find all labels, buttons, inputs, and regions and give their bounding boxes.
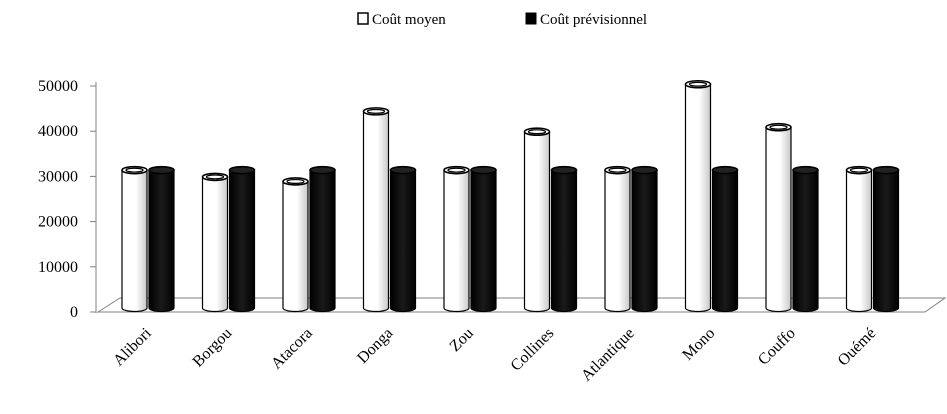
x-tick-label: Donga xyxy=(354,325,396,367)
y-tick-label: 30000 xyxy=(38,168,78,185)
x-tick-label: Ouémé xyxy=(835,325,880,370)
x-tick-label: Atlantique xyxy=(578,325,638,385)
bar-cout-moyen-0 xyxy=(121,165,148,313)
bar-cout-previsionnel-8 xyxy=(792,165,819,313)
legend-label-cout-moyen: Coût moyen xyxy=(372,12,446,28)
x-tick-label: Mono xyxy=(679,325,718,364)
bar-cout-previsionnel-6 xyxy=(631,165,658,313)
y-tick-label: 20000 xyxy=(38,214,78,231)
bar-cout-moyen-5 xyxy=(523,127,551,313)
bar-cout-moyen-6 xyxy=(604,165,631,313)
bar-cout-moyen-4 xyxy=(443,165,470,313)
bar-cout-moyen-3 xyxy=(362,107,390,313)
bar-cout-previsionnel-4 xyxy=(470,165,497,313)
bar-cout-previsionnel-7 xyxy=(711,165,739,313)
bar-cout-previsionnel-1 xyxy=(228,165,256,313)
x-axis-labels: Alibori Borgou Atacora Donga Zou Collines Atla… xyxy=(110,324,879,384)
x-tick-label: Borgou xyxy=(190,325,236,371)
bar-cout-previsionnel-0 xyxy=(148,165,175,313)
x-tick-label: Atacora xyxy=(268,325,316,373)
bar-cout-previsionnel-3 xyxy=(389,165,417,313)
chart-bars xyxy=(121,79,900,313)
x-tick-label: Zou xyxy=(447,325,477,355)
bar-cout-moyen-8 xyxy=(765,122,792,313)
bar-cout-previsionnel-5 xyxy=(550,165,578,313)
legend-swatch-cout-previsionnel xyxy=(525,12,537,25)
x-tick-label: Couffo xyxy=(755,325,799,369)
y-axis-ticks: 0 10000 20000 30000 40000 50000 xyxy=(38,78,96,321)
bar-cout-previsionnel-9 xyxy=(872,165,900,313)
bar-cout-previsionnel-2 xyxy=(309,165,336,313)
y-tick-label: 40000 xyxy=(38,123,78,140)
y-tick-label: 10000 xyxy=(38,259,78,276)
bar-cout-moyen-9 xyxy=(845,165,873,313)
bar-cout-moyen-7 xyxy=(684,79,712,313)
bar-cout-moyen-2 xyxy=(282,177,309,313)
x-tick-label: Alibori xyxy=(110,324,155,369)
y-tick-label: 50000 xyxy=(38,78,78,95)
legend-swatch-cout-moyen xyxy=(357,12,369,25)
chart-legend: Coût moyen Coût prévisionnel xyxy=(357,12,647,28)
legend-label-cout-previsionnel: Coût prévisionnel xyxy=(540,12,647,28)
x-tick-label: Collines xyxy=(508,325,558,375)
y-tick-label: 0 xyxy=(70,304,78,321)
bar-cout-moyen-1 xyxy=(201,172,229,313)
